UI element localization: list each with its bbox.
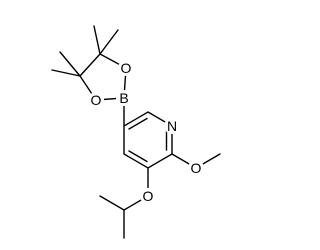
bonds [51, 25, 221, 239]
methyl-bond [59, 51, 81, 77]
atom-label: O [191, 160, 202, 176]
double-bond [128, 150, 148, 163]
label-bg [88, 92, 104, 108]
atom-labels: B O O N O O [88, 60, 204, 204]
label-bg [116, 90, 132, 106]
label-bg [140, 188, 156, 204]
atom-label: O [121, 60, 132, 76]
double-bond [128, 117, 148, 130]
atom-label: B [119, 90, 128, 106]
methyl-bond [93, 25, 101, 55]
label-bg [188, 160, 204, 176]
ring-bonds [123, 111, 173, 169]
atom-label: N [167, 118, 177, 134]
methyl-bond [51, 69, 81, 77]
atom-label: O [143, 188, 154, 204]
label-bg [118, 60, 134, 76]
atom-label: O [91, 92, 102, 108]
molecule-diagram: B O O N O O [51, 25, 221, 239]
bond [99, 195, 125, 211]
label-bg [164, 118, 180, 134]
methyl-bond [99, 29, 119, 55]
